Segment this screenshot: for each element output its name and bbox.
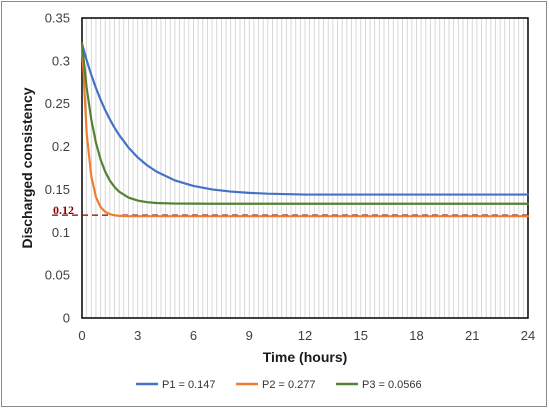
legend-label: P2 = 0.277 [262, 379, 316, 391]
plot-area-border [81, 17, 529, 319]
y-tick-label: 0.35 [45, 11, 70, 26]
y-axis-title: Discharged consistency [19, 87, 35, 248]
x-tick-label: 24 [521, 328, 535, 343]
y-tick-label: 0.05 [45, 268, 70, 283]
y-axis-ticks: 0 0.05 0.1 0.15 0.2 0.25 0.3 0.35 [45, 11, 70, 326]
x-tick-label: 15 [354, 328, 368, 343]
reference-line-label: 0.12 [53, 203, 74, 217]
x-axis-ticks: 0 3 6 9 12 15 18 21 24 [78, 328, 535, 343]
y-tick-label: 0.15 [45, 182, 70, 197]
y-tick-label: 0.2 [52, 139, 70, 154]
legend: P1 = 0.147 P2 = 0.277 P3 = 0.0566 [136, 379, 422, 391]
legend-label: P1 = 0.147 [162, 379, 216, 391]
y-tick-label: 0.3 [52, 53, 70, 68]
y-tick-label: 0.25 [45, 96, 70, 111]
series-line [80, 42, 530, 218]
gridlines [86, 18, 524, 318]
legend-label: P3 = 0.0566 [362, 379, 422, 391]
x-tick-label: 6 [190, 328, 197, 343]
x-tick-label: 9 [246, 328, 253, 343]
y-tick-label: 0.1 [52, 225, 70, 240]
x-axis-title: Time (hours) [263, 349, 348, 365]
x-tick-label: 3 [134, 328, 141, 343]
series-line [80, 42, 530, 196]
x-tick-label: 18 [409, 328, 423, 343]
series-lines [80, 42, 530, 218]
x-tick-label: 12 [298, 328, 312, 343]
series-line [80, 42, 530, 205]
y-tick-label: 0 [63, 311, 70, 326]
x-tick-label: 0 [78, 328, 85, 343]
x-tick-label: 21 [465, 328, 479, 343]
